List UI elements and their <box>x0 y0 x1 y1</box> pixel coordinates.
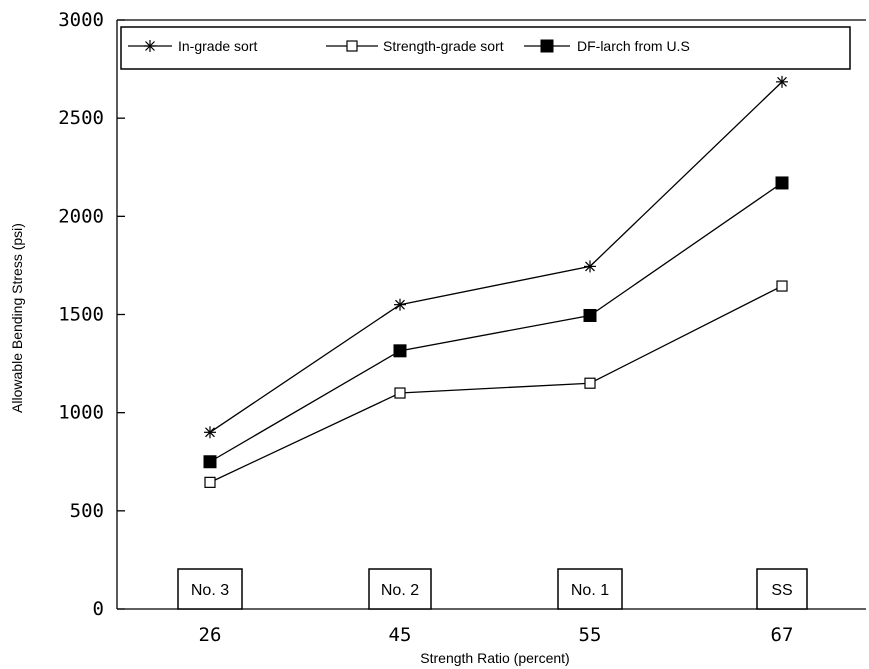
data-point-open-square <box>204 476 216 488</box>
y-tick-label: 500 <box>70 500 104 522</box>
y-tick-label: 3000 <box>58 9 104 31</box>
data-point-filled-square <box>540 39 554 53</box>
series-line <box>209 182 783 463</box>
legend-items: In-grade sort Strength-grade sort DF-larch… <box>128 38 690 54</box>
legend-box <box>120 26 851 70</box>
asterisk-stroke <box>205 427 215 438</box>
y-tick-label: 2500 <box>58 107 104 129</box>
y-tick-label: 0 <box>93 598 104 620</box>
data-point-asterisk <box>776 75 788 88</box>
data-point-filled-square <box>203 455 217 469</box>
data-point-filled-square <box>583 308 597 322</box>
legend-label: DF-larch from U.S <box>577 38 690 54</box>
asterisk-stroke <box>777 76 787 87</box>
series-line <box>209 285 783 483</box>
y-ticks: 0 500 1000 1500 2000 2500 3000 <box>58 9 125 620</box>
data-point-asterisk <box>394 298 406 311</box>
data-point-open-square <box>584 377 596 389</box>
x-ticks: 26 45 55 67 <box>199 624 794 646</box>
y-tick-label: 2000 <box>58 205 104 227</box>
x-tick-label: 55 <box>579 624 602 646</box>
grade-box <box>368 568 432 610</box>
x-axis-title: Strength Ratio (percent) <box>420 650 569 666</box>
legend-label: In-grade sort <box>178 38 257 54</box>
data-point-asterisk <box>144 40 156 52</box>
y-tick-label: 1000 <box>58 402 104 424</box>
asterisk-stroke <box>145 41 155 51</box>
grade-box <box>756 568 808 610</box>
grade-label: No. 3 <box>191 582 229 599</box>
series-line <box>209 81 783 433</box>
data-point-open-square <box>346 40 358 52</box>
y-tick-label: 1500 <box>58 304 104 326</box>
data-point-open-square <box>394 387 406 399</box>
x-tick-label: 45 <box>389 624 412 646</box>
y-axis-title: Allowable Bending Stress (psi) <box>9 223 25 413</box>
grade-box <box>177 568 243 610</box>
x-tick-label: 67 <box>771 624 794 646</box>
data-point-filled-square <box>775 176 789 190</box>
grade-label: No. 1 <box>571 582 609 599</box>
grade-label: No. 2 <box>381 582 419 599</box>
asterisk-stroke <box>395 299 405 310</box>
data-point-asterisk <box>204 426 216 439</box>
data-point-open-square <box>776 280 788 292</box>
legend-label: Strength-grade sort <box>383 38 504 54</box>
data-point-asterisk <box>584 260 596 273</box>
legend: In-grade sort Strength-grade sort DF-larch… <box>120 26 851 70</box>
asterisk-stroke <box>585 261 595 272</box>
grade-boxes: No. 3 No. 2 No. 1 SS <box>177 568 808 610</box>
x-tick-label: 26 <box>199 624 222 646</box>
data-point-filled-square <box>393 344 407 358</box>
series-layer <box>203 75 789 488</box>
grade-box <box>557 568 623 610</box>
grade-label: SS <box>771 582 792 599</box>
